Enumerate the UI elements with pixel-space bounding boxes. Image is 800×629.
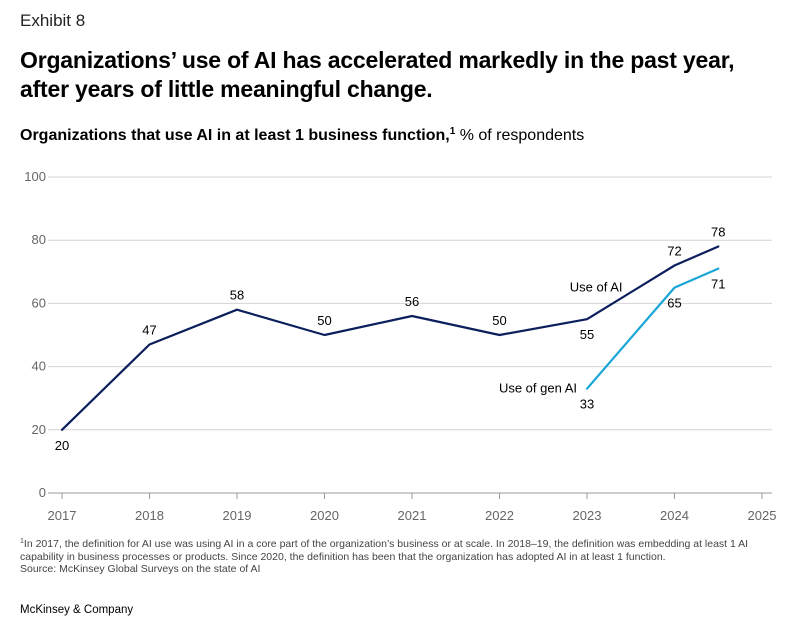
y-tick-label-40: 40 xyxy=(32,359,46,374)
footnote-definition: In 2017, the definition for AI use was u… xyxy=(20,538,749,563)
data-label-genai-0: 33 xyxy=(580,397,594,412)
x-tick-label-2023: 2023 xyxy=(573,508,602,523)
y-axis-ticks: 0 20 40 60 80 100 xyxy=(24,169,46,500)
series-line-use-of-gen-ai xyxy=(585,267,720,390)
brand-logo-text: McKinsey & Company xyxy=(20,604,134,616)
x-tick-label-2021: 2021 xyxy=(398,508,427,523)
data-label-genai-2: 71 xyxy=(711,277,725,292)
x-tick-label-2022: 2022 xyxy=(485,508,514,523)
data-label-genai-1: 65 xyxy=(667,296,681,311)
footnote: 1In 2017, the definition for AI use was … xyxy=(20,538,785,576)
exhibit-label: Exhibit 8 xyxy=(20,11,86,30)
subtitle-footnote-marker: 1 xyxy=(449,126,456,137)
data-label-ai-5: 50 xyxy=(492,313,506,328)
footnote-marker: 1 xyxy=(20,538,24,545)
data-label-ai-2: 58 xyxy=(230,288,244,303)
footnote-text: 1In 2017, the definition for AI use was … xyxy=(20,538,785,563)
data-label-ai-3: 50 xyxy=(317,313,331,328)
x-tick-label-2020: 2020 xyxy=(310,508,339,523)
gridlines xyxy=(48,176,772,431)
data-label-ai-1: 47 xyxy=(142,322,156,337)
x-tick-label-2019: 2019 xyxy=(223,508,252,523)
y-tick-label-80: 80 xyxy=(32,232,46,247)
x-tick-label-2017: 2017 xyxy=(48,508,77,523)
data-label-ai-8: 78 xyxy=(711,225,725,240)
footnote-source: Source: McKinsey Global Surveys on the s… xyxy=(20,563,261,575)
series-line-use-of-ai xyxy=(60,245,720,431)
data-label-ai-6: 55 xyxy=(580,327,594,342)
data-labels: 20 47 58 50 56 50 55 72 78 33 65 71 Use of AI Use of … xyxy=(55,225,726,453)
y-tick-label-60: 60 xyxy=(32,295,46,310)
y-tick-label-0: 0 xyxy=(39,485,46,500)
x-tick-label-2024: 2024 xyxy=(660,508,689,523)
x-tick-label-2025: 2025 xyxy=(748,508,777,523)
data-label-ai-4: 56 xyxy=(405,294,419,309)
subtitle-bold: Organizations that use AI in at least 1 … xyxy=(20,127,450,144)
subtitle-unit: % of respondents xyxy=(455,127,585,144)
series-lines xyxy=(60,245,720,431)
x-tick-label-2018: 2018 xyxy=(135,508,164,523)
headline: Organizations’ use of AI has accelerated… xyxy=(20,47,735,102)
x-axis: 2017 2018 2019 2020 2021 2022 2023 2024 2025 xyxy=(48,492,777,523)
series-label-use-of-ai: Use of AI xyxy=(570,279,623,294)
series-label-use-of-gen-ai: Use of gen AI xyxy=(499,381,577,396)
data-label-ai-7: 72 xyxy=(667,243,681,258)
y-tick-label-20: 20 xyxy=(32,422,46,437)
chart-subtitle: Organizations that use AI in at least 1 … xyxy=(20,127,584,145)
y-tick-label-100: 100 xyxy=(24,169,46,184)
data-label-ai-0: 20 xyxy=(55,438,69,453)
